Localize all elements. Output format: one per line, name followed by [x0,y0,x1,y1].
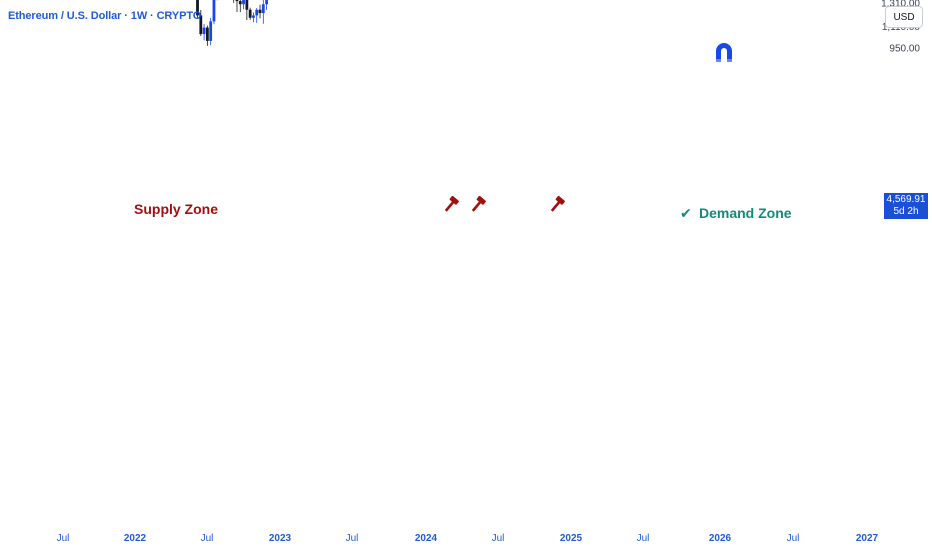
x-tick-label: Jul [492,533,505,544]
x-tick-label: Jul [346,533,359,544]
last-price-value: 4,569.91 [886,194,926,205]
currency-selector[interactable]: USD [885,6,923,28]
supply-zone-label: Supply Zone [134,201,218,217]
hammer-icon [444,195,459,212]
candle [258,4,262,19]
x-tick-label: 2024 [415,533,438,544]
candle [252,12,255,23]
last-price-tag: 4,569.91 5d 2h [884,193,928,219]
x-tick-label: 2022 [124,533,147,544]
x-tick-label: 2025 [560,533,583,544]
candle [212,0,216,25]
y-tick-label: 1,310.00 [881,0,920,10]
candle [235,0,239,12]
x-tick-label: 2023 [269,533,292,544]
x-tick-label: Jul [57,533,70,544]
candle [255,8,259,23]
x-tick-label: 2026 [709,533,732,544]
x-tick-label: Jul [201,533,214,544]
candle [205,25,209,46]
hammer-icon [550,195,565,212]
candle [199,9,203,36]
x-tick-label: Jul [787,533,800,544]
candle [265,0,268,10]
demand-zone-label: Demand Zone [699,205,792,221]
y-tick-label: 950.00 [889,44,920,55]
x-tick-label: Jul [637,533,650,544]
candle [242,0,245,10]
hammer-icon [471,195,486,212]
check-icon: ✔ [680,206,692,222]
candle [248,7,252,20]
chart-title: Ethereum / U.S. Dollar · 1W · CRYPTO [8,10,202,22]
magnet-icon[interactable] [713,40,735,64]
candle [245,0,249,21]
candle [209,18,213,46]
candle [238,0,242,13]
candle [202,23,206,41]
bar-countdown: 5d 2h [893,206,919,217]
candle [233,0,235,3]
candle [196,0,199,19]
x-tick-label: 2027 [856,533,879,544]
candle [261,0,265,24]
